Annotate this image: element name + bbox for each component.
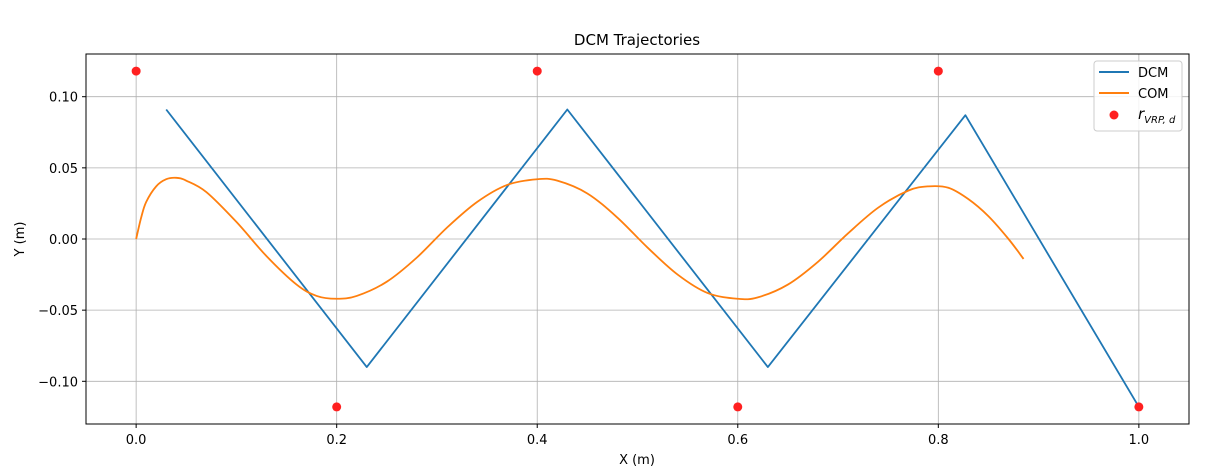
axis-ticks: 0.0 0.2 0.4 0.6 0.8 1.0 −0.10 −0.05 0.00 0.05 0.10	[38, 91, 1149, 448]
y-tick-label: 0.05	[49, 162, 78, 177]
vrp-point	[332, 402, 342, 412]
y-tick-label: 0.10	[49, 91, 78, 106]
x-tick-label: 0.4	[527, 433, 548, 448]
legend: DCM COM rVRP, d	[1093, 60, 1183, 132]
legend-label-vrp-sub: VRP, d	[1144, 115, 1176, 126]
vrp-point	[532, 66, 542, 76]
series-line-dcm	[165, 108, 1140, 408]
x-tick-label: 0.6	[727, 433, 748, 448]
series-line-com	[135, 176, 1025, 301]
x-tick-label: 0.2	[326, 433, 347, 448]
x-tick-label: 1.0	[1129, 433, 1150, 448]
legend-label-vrp-main: r	[1138, 105, 1145, 123]
x-tick-label: 0.0	[126, 433, 147, 448]
y-tick-label: 0.00	[49, 233, 78, 248]
vrp-point	[733, 402, 743, 412]
y-tick-label: −0.05	[38, 304, 78, 319]
y-tick-label: −0.10	[38, 375, 78, 390]
y-axis-label: Y (m)	[13, 222, 28, 258]
x-tick-label: 0.8	[928, 433, 949, 448]
legend-label-com: COM	[1138, 87, 1169, 102]
legend-label-dcm: DCM	[1138, 66, 1168, 81]
x-axis-label: X (m)	[619, 453, 655, 468]
vrp-point	[1134, 402, 1144, 412]
vrp-point	[933, 66, 943, 76]
plot-data	[131, 66, 1144, 412]
legend-marker-vrp	[1109, 110, 1119, 120]
chart-title: DCM Trajectories	[574, 31, 700, 49]
legend-label-vrp: rVRP, d	[1138, 105, 1176, 126]
vrp-point	[131, 66, 141, 76]
